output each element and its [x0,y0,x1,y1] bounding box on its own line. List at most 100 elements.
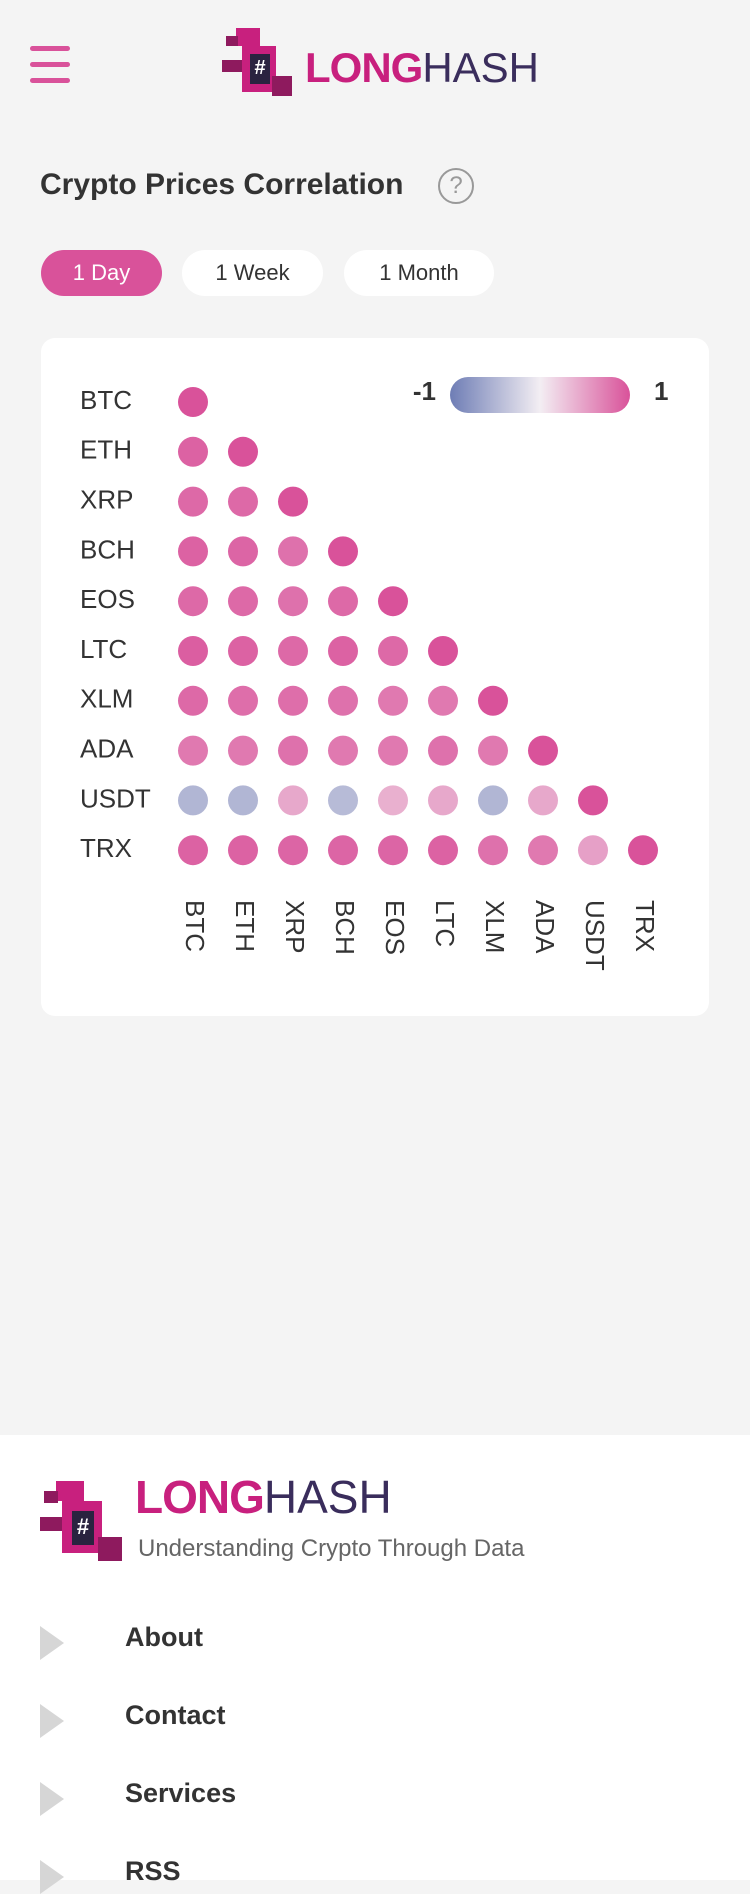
row-label: LTC [80,634,127,664]
correlation-dot [478,735,508,766]
menu-link[interactable]: Contact [125,1700,226,1730]
correlation-dot [328,835,358,866]
correlation-dot [178,486,208,517]
column-label: LTC [430,900,460,947]
correlation-dot [178,735,208,766]
correlation-dot [178,536,208,567]
correlation-dot [428,685,458,716]
menu-link[interactable]: RSS [125,1856,181,1886]
footer-logo-text: LONGHASH [135,1470,392,1524]
correlation-dot [228,536,258,567]
row-label: ADA [80,733,134,763]
correlation-dot [528,785,558,816]
tagline: Understanding Crypto Through Data [138,1535,525,1562]
correlation-dot [228,785,258,816]
row-label: EOS [80,584,135,614]
row-label: XRP [80,484,133,514]
correlation-dot [228,685,258,716]
correlation-dot [378,636,408,666]
menu-arrow [40,1704,64,1738]
correlation-dot [278,586,308,617]
correlation-dot [328,785,358,816]
correlation-dot [428,785,458,816]
correlation-dot [428,835,458,866]
logo-text: LONGHASH [305,44,539,92]
menu-button[interactable] [30,45,72,85]
correlation-dot [228,735,258,766]
menu-arrow [40,1860,64,1894]
correlation-dot [328,735,358,766]
column-label: ETH [230,900,260,952]
column-label: TRX [630,900,660,952]
column-label: XRP [280,900,310,953]
colorbar [450,377,630,413]
menu-link[interactable]: Services [125,1778,237,1808]
row-label: BCH [80,534,135,564]
correlation-dot [178,685,208,716]
correlation-dot [278,685,308,716]
correlation-dot [178,785,208,816]
correlation-dot [378,785,408,816]
correlation-dot [278,785,308,816]
tab[interactable]: 1 Week [182,250,323,296]
correlation-dot [228,586,258,617]
correlation-dot [178,835,208,866]
correlation-dot [178,387,208,417]
column-label: ADA [530,900,560,954]
row-label: USDT [80,783,151,813]
correlation-dot [478,835,508,866]
footer [0,1435,750,1880]
logo-light: HASH [422,44,540,91]
correlation-dot [178,586,208,617]
correlation-dot [378,735,408,766]
tab[interactable]: 1 Month [344,250,494,296]
correlation-dot [278,486,308,517]
svg-text:#: # [77,1514,89,1539]
correlation-dot [228,486,258,517]
logo-icon: # [222,28,292,96]
correlation-dot [378,586,408,617]
correlation-dot [328,586,358,617]
column-label: EOS [380,900,410,955]
row-label: XLM [80,684,133,714]
correlation-dot [278,735,308,766]
footer-logo-icon: # [40,1481,122,1561]
correlation-dot [278,636,308,666]
correlation-dot [328,636,358,666]
correlation-dot [378,685,408,716]
card [41,338,709,1016]
logo-bold: LONG [135,1471,265,1523]
correlation-dot [328,685,358,716]
column-label: USDT [580,900,610,971]
correlation-dot [628,835,658,866]
correlation-dot [278,536,308,567]
correlation-dot [278,835,308,866]
correlation-dot [378,835,408,866]
correlation-dot [328,536,358,567]
tab[interactable]: 1 Day [41,250,162,296]
page-title: Crypto Prices Correlation [40,168,404,201]
correlation-dot [428,735,458,766]
correlation-dot [528,735,558,766]
logo-bold: LONG [305,44,423,91]
correlation-dot [178,636,208,666]
correlation-dot [528,835,558,866]
logo-light: HASH [263,1471,392,1523]
column-label: XLM [480,900,510,953]
row-label: TRX [80,833,132,863]
correlation-dot [578,785,608,816]
column-label: BCH [330,900,360,955]
row-label: ETH [80,435,132,465]
menu-link[interactable]: About [125,1622,203,1652]
correlation-dot [578,835,608,866]
correlation-dot [228,835,258,866]
help-icon[interactable]: ? [438,168,474,204]
correlation-chart: -1 1 BTC BTC ETH ETH XRP XRP BCH BCH EOS EOS LTC LTC X… [80,376,668,971]
column-label: BTC [180,900,210,952]
colorbar-tick-label: -1 [413,376,436,406]
menu-arrow [40,1626,64,1660]
correlation-dot [228,436,258,467]
svg-text:#: # [254,57,265,79]
menu-arrow [40,1782,64,1816]
